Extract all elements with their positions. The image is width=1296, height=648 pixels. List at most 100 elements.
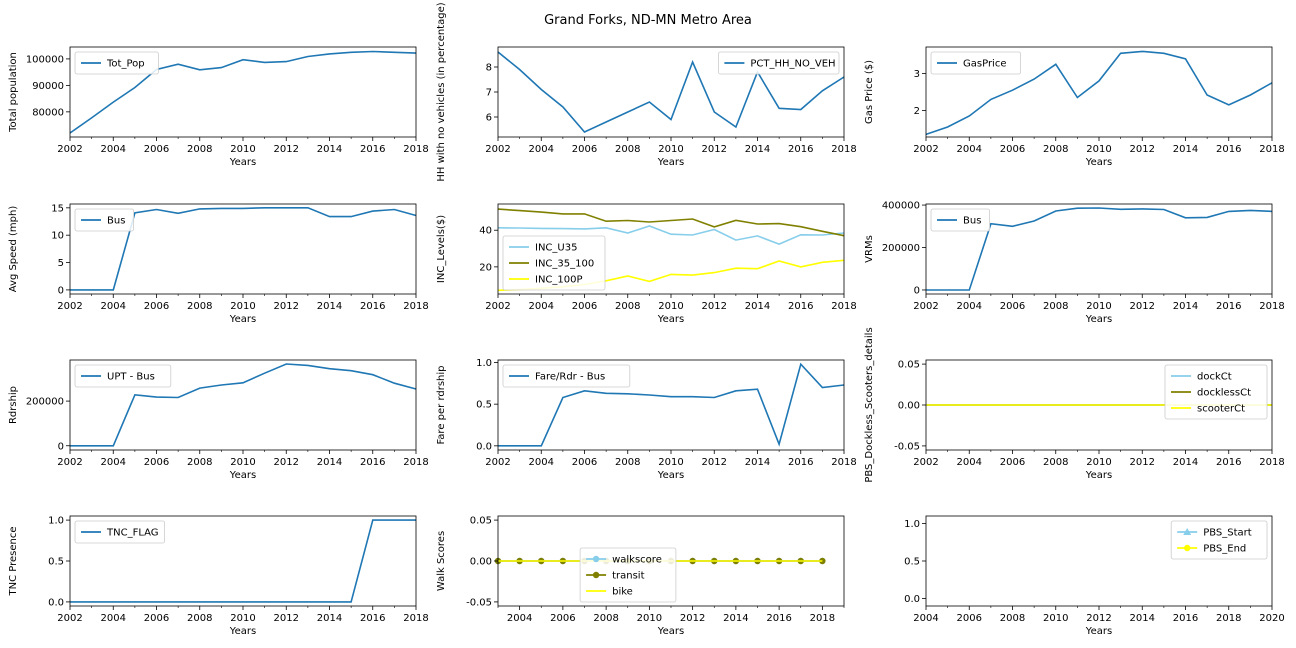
legend-box [1164, 364, 1268, 420]
x-tick-label: 2012 [1130, 457, 1155, 468]
panel-2: 2002 2004 2006 2008 2010 2012 2014 2016 2018 6 7 8 Y… [436, 2, 857, 181]
legend-label: INC_35_100 [535, 259, 594, 270]
panel-8: 2002 2004 2006 2008 2010 2012 2014 2016 2018 0.0 0… [436, 358, 857, 481]
legend-label: PBS_Start [1203, 528, 1252, 539]
x-tick-label: 2004 [101, 613, 126, 624]
x-tick-label: 2002 [57, 457, 82, 468]
y-tick-label: 6 [486, 113, 492, 124]
x-tick-label: 2014 [317, 301, 342, 312]
legend-label: transit [612, 571, 644, 582]
y-tick-label: 0.0 [48, 597, 64, 608]
y-axis-label: Rdrship [8, 386, 19, 424]
x-tick-label: 2010 [1043, 613, 1068, 624]
panel-5: 2002 2004 2006 2008 2010 2012 2014 2016 2018 20 40… [436, 203, 857, 325]
x-tick-label: 2008 [187, 457, 212, 468]
x-tick-label: 2008 [1043, 301, 1068, 312]
x-tick-label: 2016 [766, 613, 791, 624]
x-tick-label: 2010 [230, 457, 255, 468]
x-tick-label: 2018 [403, 301, 428, 312]
legend-marker [1184, 544, 1191, 552]
x-tick-label: 2014 [317, 613, 342, 624]
x-tick-label: 2014 [745, 144, 770, 155]
legend-box [74, 364, 172, 388]
x-tick-label: 2002 [485, 301, 510, 312]
legend: Tot_Pop [74, 51, 159, 75]
panels: 2002 2004 2006 2008 2010 2012 2014 2016 20188000… [8, 2, 1285, 637]
x-tick-label: 2008 [593, 613, 618, 624]
legend-box [930, 208, 990, 232]
x-tick-label: 2004 [101, 457, 126, 468]
panel-6: 2002 2004 2006 2008 2010 2012 2014 2016 2018 0 200… [864, 201, 1285, 325]
y-tick-label: 0.00 [898, 401, 920, 412]
y-axis-label: Gas Price ($) [864, 60, 875, 124]
x-axis-label: Years [657, 157, 684, 168]
x-tick-label: 2016 [360, 613, 385, 624]
x-tick-label: 2004 [529, 301, 554, 312]
legend: dockCt docklessCt scooterCt [1164, 364, 1268, 420]
x-tick-label: 2012 [274, 144, 299, 155]
y-axis-label: Walk Scores [436, 531, 447, 591]
x-tick-label: 2014 [723, 613, 748, 624]
x-tick-label: 2018 [1259, 144, 1284, 155]
legend-label: UPT - Bus [107, 372, 155, 383]
x-tick-label: 2002 [913, 457, 938, 468]
x-axis-label: Years [229, 314, 256, 325]
x-tick-label: 2006 [144, 613, 169, 624]
x-tick-label: 2012 [702, 144, 727, 155]
x-tick-label: 2002 [485, 144, 510, 155]
x-tick-label: 2006 [957, 613, 982, 624]
legend-label: Tot_Pop [106, 59, 145, 70]
x-tick-label: 2004 [957, 144, 982, 155]
x-tick-label: 2006 [1000, 301, 1025, 312]
series-line-bus [70, 207, 417, 291]
x-axis-label: Years [657, 626, 684, 637]
x-tick-label: 2016 [788, 457, 813, 468]
y-tick-label: -0.05 [466, 597, 492, 608]
x-tick-label: 2004 [529, 144, 554, 155]
series-line-upt-bus [70, 363, 417, 447]
x-tick-label: 2004 [957, 457, 982, 468]
x-tick-label: 2014 [1173, 301, 1198, 312]
x-tick-label: 2008 [1043, 144, 1068, 155]
x-tick-label: 2008 [187, 301, 212, 312]
y-axis-label: HH with no vehicles (in percentage) [436, 2, 447, 181]
panel-3: 2002 2004 2006 2008 2010 2012 2014 2016 2018 2 3 Ye… [864, 46, 1285, 168]
y-axis-label: TNC Presence [8, 527, 19, 597]
y-tick-label: 0.05 [470, 516, 492, 527]
x-tick-label: 2012 [274, 457, 299, 468]
legend-label: PCT_HH_NO_VEH [750, 59, 835, 70]
legend: PBS_Start PBS_End [1170, 520, 1268, 560]
y-tick-label: 0.05 [898, 360, 920, 371]
y-tick-label: 3 [914, 69, 920, 80]
x-tick-label: 2014 [317, 457, 342, 468]
x-tick-label: 2014 [317, 144, 342, 155]
panel-12: 2004 2006 2008 2010 2012 2014 2016 2018 2020 0.0 0… [904, 515, 1285, 637]
legend-label: Fare/Rdr - Bus [535, 372, 605, 383]
legend-box [74, 520, 165, 544]
legend: Fare/Rdr - Bus [502, 364, 631, 388]
y-tick-label: 90000 [32, 81, 64, 92]
x-axis-label: Years [657, 470, 684, 481]
y-tick-label: 0 [58, 441, 64, 452]
y-tick-label: 0.00 [470, 557, 492, 568]
y-axis-label: Total population [8, 52, 19, 133]
x-tick-label: 2014 [745, 457, 770, 468]
y-tick-label: 2 [914, 106, 920, 117]
x-tick-label: 2002 [485, 457, 510, 468]
legend: INC_U35 INC_35_100 INC_100P [502, 235, 606, 291]
legend: GasPrice [930, 51, 1021, 75]
x-tick-label: 2008 [615, 144, 640, 155]
legend: walkscore transit bike [579, 547, 677, 603]
x-tick-label: 2004 [101, 144, 126, 155]
legend-label: INC_U35 [535, 243, 577, 254]
x-tick-label: 2014 [745, 301, 770, 312]
legend-label: PBS_End [1203, 544, 1246, 555]
legend-label: Bus [107, 216, 125, 227]
figure-title: Grand Forks, ND-MN Metro Area [544, 13, 752, 28]
x-tick-label: 2002 [57, 144, 82, 155]
x-tick-label: 2012 [1086, 613, 1111, 624]
x-tick-label: 2012 [1130, 301, 1155, 312]
series-line-inc-u35 [497, 225, 845, 245]
x-tick-label: 2006 [572, 457, 597, 468]
